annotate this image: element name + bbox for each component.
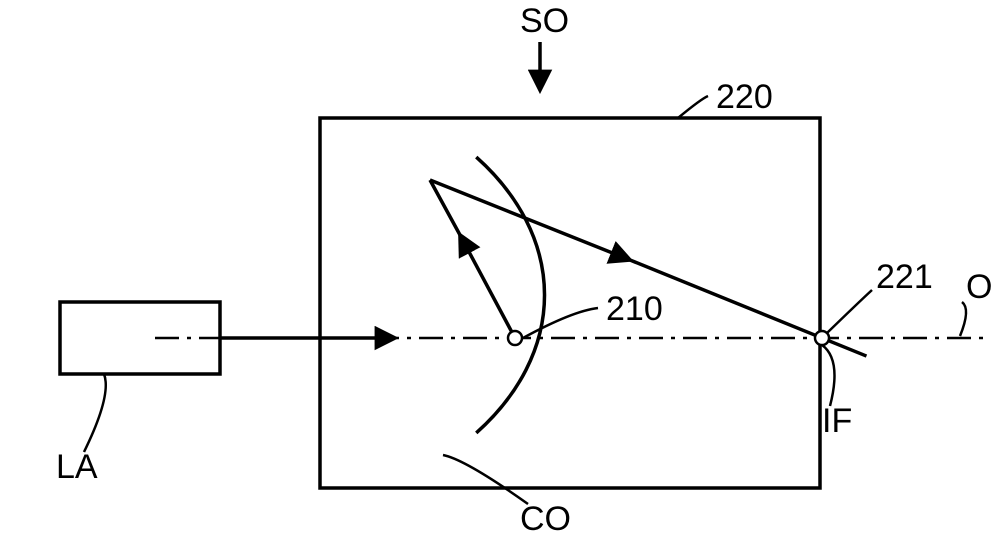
- leader-co: [443, 455, 528, 504]
- euv-source-diagram: SO 220 210 CO LA IF 221 O: [0, 0, 1000, 546]
- ray-plasma-to-mirror-b: [430, 180, 460, 235]
- label-la: LA: [56, 448, 98, 486]
- label-220: 220: [716, 78, 773, 116]
- ray-mirror-to-if-a: [430, 180, 630, 260]
- leader-o: [960, 302, 966, 336]
- label-221: 221: [876, 258, 933, 296]
- enclosure-box: [320, 118, 820, 488]
- ray-mirror-to-if-b: [630, 260, 866, 356]
- label-210: 210: [606, 290, 663, 328]
- label-if: IF: [822, 402, 852, 440]
- intermediate-focus-point: [815, 331, 829, 345]
- plasma-point: [508, 331, 522, 345]
- leader-if: [822, 345, 835, 406]
- leader-221: [827, 290, 872, 333]
- label-co: CO: [520, 500, 571, 538]
- ray-plasma-to-mirror-a: [460, 235, 515, 338]
- laser-box: [60, 302, 220, 374]
- label-so: SO: [520, 2, 569, 40]
- collector-mirror: [476, 157, 544, 433]
- leader-210: [523, 308, 598, 338]
- label-o: O: [966, 268, 992, 306]
- leader-220: [678, 96, 708, 118]
- leader-la: [84, 374, 106, 452]
